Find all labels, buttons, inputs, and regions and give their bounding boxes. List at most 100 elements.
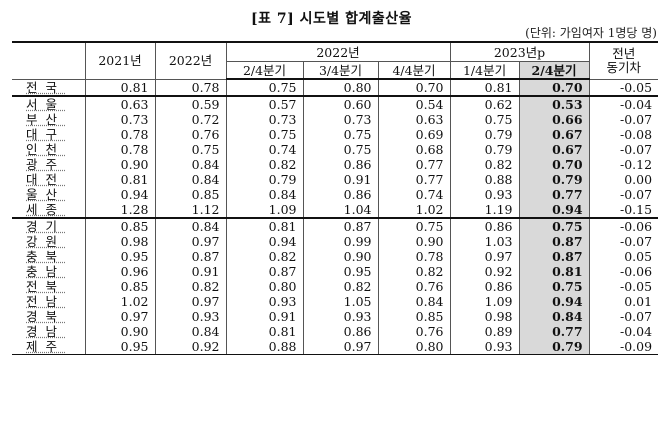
value-cell: -0.12 bbox=[588, 157, 659, 172]
value-cell: 0.97 bbox=[302, 339, 379, 355]
region-cell: 광주 bbox=[12, 157, 86, 172]
value-cell: 0.86 bbox=[449, 218, 520, 234]
value-cell: 0.86 bbox=[302, 324, 379, 339]
value-cell: 0.86 bbox=[302, 187, 379, 202]
value-cell: 0.75 bbox=[225, 127, 304, 142]
value-cell: -0.06 bbox=[588, 264, 659, 279]
value-cell: 0.85 bbox=[84, 218, 156, 234]
value-cell: 1.09 bbox=[449, 294, 520, 309]
value-cell: -0.08 bbox=[588, 127, 659, 142]
value-cell: 0.86 bbox=[449, 279, 520, 294]
value-cell: 0.93 bbox=[302, 309, 379, 324]
value-cell: 0.98 bbox=[84, 234, 156, 249]
value-cell: 0.87 bbox=[225, 264, 304, 279]
value-cell: 0.94 bbox=[84, 187, 156, 202]
value-cell: 0.91 bbox=[225, 309, 304, 324]
value-cell: 0.90 bbox=[302, 249, 379, 264]
table-row: 전국 0.81 0.78 0.75 0.80 0.70 0.81 0.70 -0.05 bbox=[12, 79, 659, 97]
value-cell: 0.67 bbox=[518, 142, 590, 157]
value-cell: 0.00 bbox=[588, 172, 659, 187]
yoy-change-header: 전년 동기차 bbox=[588, 41, 659, 80]
value-cell: 0.81 bbox=[225, 324, 304, 339]
value-cell: 1.09 bbox=[225, 202, 304, 219]
value-cell: 0.82 bbox=[225, 249, 304, 264]
value-cell: 0.80 bbox=[302, 79, 379, 97]
year-2021-header: 2021년 bbox=[84, 41, 156, 80]
region-cell: 충북 bbox=[12, 249, 86, 264]
value-cell: 0.92 bbox=[154, 339, 227, 355]
value-cell: 0.96 bbox=[84, 264, 156, 279]
value-cell: 0.79 bbox=[225, 172, 304, 187]
table-row: 대전 0.81 0.84 0.79 0.91 0.77 0.88 0.79 0.00 bbox=[12, 172, 659, 187]
value-cell: 0.86 bbox=[302, 157, 379, 172]
region-cell: 서울 bbox=[12, 96, 86, 112]
value-cell: 0.87 bbox=[518, 249, 590, 264]
value-cell: 0.82 bbox=[449, 157, 520, 172]
value-cell: 0.82 bbox=[302, 279, 379, 294]
value-cell: 0.80 bbox=[377, 339, 451, 355]
value-cell: -0.04 bbox=[588, 96, 659, 112]
table-row: 세종 1.28 1.12 1.09 1.04 1.02 1.19 0.94 -0.15 bbox=[12, 202, 659, 219]
value-cell: 0.68 bbox=[377, 142, 451, 157]
value-cell: 0.85 bbox=[377, 309, 451, 324]
value-cell: 0.94 bbox=[225, 234, 304, 249]
value-cell: 0.93 bbox=[154, 309, 227, 324]
value-cell: 0.78 bbox=[84, 127, 156, 142]
value-cell: 0.74 bbox=[225, 142, 304, 157]
region-cell: 전국 bbox=[12, 79, 86, 97]
region-cell: 전남 bbox=[12, 294, 86, 309]
value-cell: 0.93 bbox=[225, 294, 304, 309]
value-cell: 0.78 bbox=[84, 142, 156, 157]
q1-2023-header: 1/4분기 bbox=[449, 61, 520, 80]
year-2022-header: 2022년 bbox=[154, 41, 227, 80]
value-cell: -0.06 bbox=[588, 218, 659, 234]
q4-2022-header: 4/4분기 bbox=[377, 61, 451, 80]
table-row: 충남 0.96 0.91 0.87 0.95 0.82 0.92 0.81 -0.06 bbox=[12, 264, 659, 279]
value-cell: 0.93 bbox=[449, 339, 520, 355]
value-cell: 0.97 bbox=[449, 249, 520, 264]
value-cell: 0.62 bbox=[449, 96, 520, 112]
table-row: 전북 0.85 0.82 0.80 0.82 0.76 0.86 0.75 -0.05 bbox=[12, 279, 659, 294]
table-row: 강원 0.98 0.97 0.94 0.99 0.90 1.03 0.87 -0.07 bbox=[12, 234, 659, 249]
table-row: 경기 0.85 0.84 0.81 0.87 0.75 0.86 0.75 -0.06 bbox=[12, 218, 659, 234]
value-cell: 0.95 bbox=[84, 249, 156, 264]
value-cell: -0.07 bbox=[588, 112, 659, 127]
value-cell: -0.04 bbox=[588, 324, 659, 339]
value-cell: 0.54 bbox=[377, 96, 451, 112]
region-cell: 대전 bbox=[12, 172, 86, 187]
value-cell: 0.70 bbox=[518, 157, 590, 172]
value-cell: 0.81 bbox=[449, 79, 520, 97]
value-cell: 0.90 bbox=[84, 157, 156, 172]
value-cell: 1.02 bbox=[377, 202, 451, 219]
value-cell: 0.84 bbox=[377, 294, 451, 309]
region-cell: 세종 bbox=[12, 202, 86, 219]
value-cell: 0.05 bbox=[588, 249, 659, 264]
table-row: 인천 0.78 0.75 0.74 0.75 0.68 0.79 0.67 -0.07 bbox=[12, 142, 659, 157]
value-cell: 0.88 bbox=[449, 172, 520, 187]
value-cell: 0.75 bbox=[449, 112, 520, 127]
value-cell: 0.76 bbox=[154, 127, 227, 142]
value-cell: -0.07 bbox=[588, 142, 659, 157]
value-cell: 0.76 bbox=[377, 324, 451, 339]
value-cell: 0.73 bbox=[84, 112, 156, 127]
value-cell: 1.19 bbox=[449, 202, 520, 219]
value-cell: 1.02 bbox=[84, 294, 156, 309]
value-cell: 0.59 bbox=[154, 96, 227, 112]
value-cell: 0.79 bbox=[518, 339, 590, 355]
value-cell: 0.75 bbox=[225, 79, 304, 97]
value-cell: -0.07 bbox=[588, 187, 659, 202]
value-cell: 0.84 bbox=[225, 187, 304, 202]
region-cell: 강원 bbox=[12, 234, 86, 249]
table-title: [표 7] 시도별 합계출산율 bbox=[250, 11, 413, 27]
unit-label: (단위: 가임여자 1명당 명) bbox=[525, 26, 657, 40]
value-cell: 0.75 bbox=[302, 127, 379, 142]
value-cell: -0.05 bbox=[588, 79, 659, 97]
value-cell: 0.85 bbox=[84, 279, 156, 294]
table-row: 충북 0.95 0.87 0.82 0.90 0.78 0.97 0.87 0.05 bbox=[12, 249, 659, 264]
value-cell: 0.93 bbox=[449, 187, 520, 202]
value-cell: 0.89 bbox=[449, 324, 520, 339]
region-cell: 전북 bbox=[12, 279, 86, 294]
fertility-rate-table: 2021년 2022년 2022년 2023년p 전년 동기차 2/4분기 3/… bbox=[12, 41, 659, 355]
region-cell: 충남 bbox=[12, 264, 86, 279]
value-cell: 1.03 bbox=[449, 234, 520, 249]
